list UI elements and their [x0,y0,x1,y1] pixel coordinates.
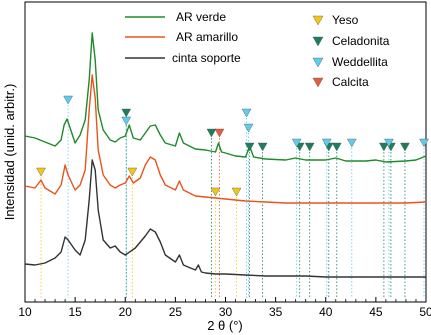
legend-label: cinta soporte [172,51,241,65]
x-tick-label: 30 [219,305,233,319]
legend-label: AR verde [176,10,226,24]
x-tick-label: 10 [18,305,32,319]
phase-marker [127,167,138,177]
phase-marker [121,108,132,118]
x-tick-label: 50 [419,305,431,319]
phase-marker [231,187,242,197]
legend-marker [312,77,324,88]
x-tick-label: 15 [68,305,82,319]
legend-marker [312,36,324,47]
x-tick-label: 20 [119,305,133,319]
y-axis-label: Intensidad (unid. arbitr.) [2,84,17,221]
phase-marker [243,123,254,133]
phase-marker [419,138,429,148]
phase-marker [379,142,389,152]
phase-marker [63,95,73,105]
phase-marker [241,108,252,118]
phase-marker [331,142,342,152]
legend-marker-label: Weddellita [332,55,388,69]
phase-marker [210,187,221,197]
x-tick-label: 40 [319,305,333,319]
phase-marker [244,142,255,152]
legend-marker-label: Yeso [332,13,359,27]
phase-marker [400,142,410,152]
phase-marker [346,138,357,148]
phase-marker [304,142,315,152]
phase-marker [214,128,225,138]
phase-marker [321,138,332,148]
legend-marker-label: Calcita [332,75,369,89]
legend-marker-label: Celadonita [332,34,390,48]
x-tick-label: 25 [169,305,183,319]
phase-marker [121,116,132,126]
series-line-0 [24,32,427,163]
legend-marker [312,15,324,26]
phase-marker [257,142,268,152]
series-line-1 [24,74,427,204]
phase-marker [384,138,394,148]
phase-marker [206,128,217,138]
legend-label: AR amarillo [176,30,238,44]
x-tick-label: 45 [369,305,383,319]
phase-marker [291,138,302,148]
x-axis-label: 2 θ (°) [207,318,243,333]
phase-marker [36,167,46,177]
series-line-2 [24,159,426,278]
x-tick-label: 35 [269,305,283,319]
legend-marker [312,57,324,68]
